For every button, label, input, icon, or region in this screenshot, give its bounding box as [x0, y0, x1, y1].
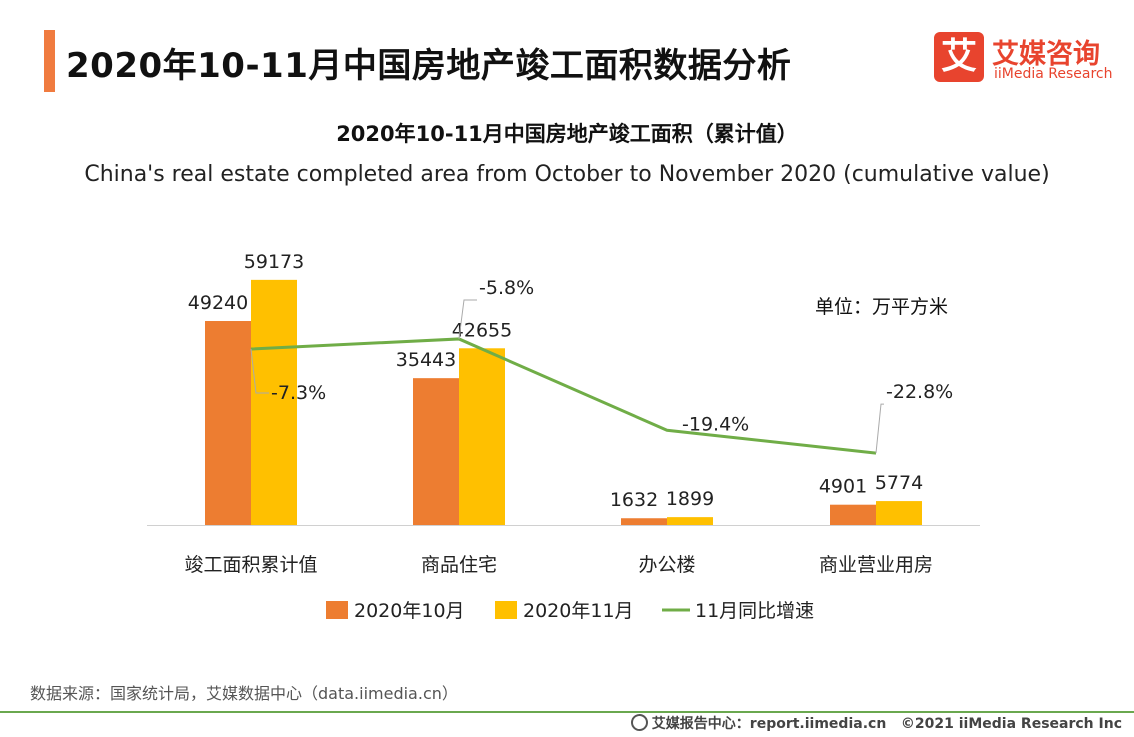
data-label-oct-0: 49240	[188, 292, 248, 314]
logo-chinese-name: 艾媒咨询	[992, 39, 1100, 70]
category-label-0: 竣工面积累计值	[184, 554, 317, 576]
bar-oct-3	[830, 504, 876, 525]
growth-leader-1	[458, 299, 477, 340]
bar-oct-0	[205, 321, 251, 525]
footer-divider	[0, 711, 1134, 713]
bar-nov-0	[251, 279, 297, 525]
legend-swatch-0	[326, 601, 348, 619]
footer-site: 艾媒报告中心：report.iimedia.cn	[651, 716, 887, 732]
bar-oct-1	[413, 378, 459, 525]
legend-label-0: 2020年10月	[354, 600, 465, 622]
logo-mark-icon: 艾	[934, 32, 984, 82]
growth-label-0: -7.3%	[271, 382, 326, 404]
growth-label-3: -22.8%	[886, 381, 953, 403]
growth-label-2: -19.4%	[682, 413, 749, 435]
growth-line	[250, 337, 877, 455]
bar-oct-2	[621, 518, 667, 525]
source-note: 数据来源：国家统计局，艾媒数据中心（data.iimedia.cn）	[30, 684, 458, 703]
data-label-oct-1: 35443	[396, 349, 456, 371]
globe-icon	[630, 714, 648, 731]
growth-label-1: -5.8%	[479, 277, 534, 299]
bar-nov-1	[459, 348, 505, 525]
growth-leader-0	[250, 348, 269, 394]
bar-nov-2	[667, 517, 713, 525]
chart-canvas: 49240 35443 1632 4901 59173 42655 1899 5774 -7.3…	[147, 251, 980, 622]
logo-english-name: iiMedia Research	[994, 66, 1113, 82]
data-label-nov-1: 42655	[452, 319, 512, 341]
category-label-2: 办公楼	[638, 554, 695, 576]
unit-label: 单位：万平方米	[815, 296, 949, 318]
data-label-nov-3: 5774	[875, 472, 923, 494]
footer-text: 艾媒报告中心：report.iimedia.cn ©2021 iiMedia R…	[630, 713, 1122, 733]
legend-label-1: 2020年11月	[523, 600, 634, 622]
footer-copyright: ©2021 iiMedia Research Inc	[900, 716, 1122, 732]
data-label-oct-3: 4901	[819, 476, 867, 498]
bar-nov-3	[876, 501, 922, 525]
title-accent-bar	[44, 30, 55, 92]
growth-leader-3	[875, 403, 884, 454]
category-label-1: 商品住宅	[421, 554, 497, 576]
data-label-oct-2: 1632	[610, 489, 658, 511]
data-label-nov-2: 1899	[666, 488, 714, 510]
chart-subtitle: China's real estate completed area from …	[84, 162, 1050, 187]
chart-title: 2020年10-11月中国房地产竣工面积（累计值）	[336, 122, 798, 146]
legend-label-2: 11月同比增速	[695, 600, 814, 622]
data-label-nov-0: 59173	[244, 251, 304, 273]
page-title: 2020年10-11月中国房地产竣工面积数据分析	[66, 46, 792, 86]
category-label-3: 商业营业用房	[819, 554, 933, 576]
legend-swatch-1	[495, 601, 517, 619]
brand-logo: 艾 艾媒咨询 iiMedia Research	[934, 32, 1114, 88]
